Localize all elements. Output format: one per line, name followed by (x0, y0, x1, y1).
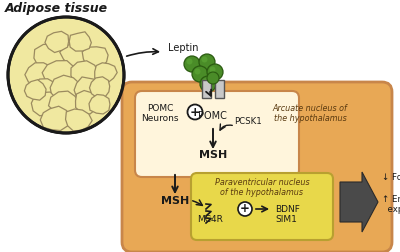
Text: Paraventricular nucleus
of the hypothalamus: Paraventricular nucleus of the hypothala… (215, 178, 309, 197)
Text: Leptin: Leptin (168, 43, 198, 53)
Bar (202, 80, 211, 98)
Text: Adipose tissue: Adipose tissue (5, 2, 108, 15)
Circle shape (194, 69, 200, 75)
Text: MSH: MSH (161, 196, 189, 206)
FancyBboxPatch shape (122, 82, 392, 252)
Circle shape (199, 54, 215, 70)
Circle shape (200, 76, 216, 92)
Circle shape (184, 56, 200, 72)
Polygon shape (34, 44, 64, 68)
Text: +: + (240, 203, 250, 215)
Polygon shape (89, 94, 110, 114)
Polygon shape (74, 77, 103, 101)
Text: ↓ Food intake: ↓ Food intake (382, 173, 400, 182)
Circle shape (192, 66, 208, 82)
Polygon shape (42, 61, 77, 88)
Polygon shape (48, 91, 80, 116)
Text: +: + (190, 106, 200, 118)
Text: MC4R: MC4R (197, 215, 223, 224)
FancyBboxPatch shape (191, 173, 333, 240)
Polygon shape (90, 77, 110, 98)
Polygon shape (60, 43, 90, 67)
Polygon shape (32, 79, 59, 99)
Text: PCSK1: PCSK1 (234, 117, 262, 126)
Polygon shape (71, 61, 98, 87)
FancyBboxPatch shape (135, 91, 299, 177)
Polygon shape (50, 75, 80, 105)
Polygon shape (24, 80, 46, 100)
Polygon shape (45, 31, 68, 52)
Polygon shape (95, 63, 117, 82)
Text: POMC: POMC (198, 111, 226, 121)
Circle shape (202, 79, 208, 84)
Text: Arcuate nucleus of
the hypothalamus: Arcuate nucleus of the hypothalamus (272, 104, 348, 123)
Polygon shape (76, 90, 99, 114)
Polygon shape (340, 172, 378, 232)
Text: MSH: MSH (199, 150, 227, 160)
Circle shape (207, 64, 223, 80)
Polygon shape (31, 92, 57, 116)
Polygon shape (40, 106, 68, 131)
Circle shape (207, 72, 219, 84)
Circle shape (238, 202, 252, 216)
Text: POMC
Neurons: POMC Neurons (141, 104, 179, 123)
Text: ↑ Energy
  expenditure: ↑ Energy expenditure (382, 195, 400, 214)
Polygon shape (25, 63, 53, 85)
Polygon shape (69, 32, 91, 51)
Circle shape (210, 67, 216, 73)
Polygon shape (82, 47, 108, 69)
Circle shape (188, 105, 202, 119)
Circle shape (8, 17, 124, 133)
Text: BDNF
SIM1: BDNF SIM1 (275, 205, 300, 224)
Polygon shape (66, 109, 92, 131)
Bar (215, 80, 224, 98)
Circle shape (202, 56, 208, 62)
Circle shape (186, 58, 192, 65)
